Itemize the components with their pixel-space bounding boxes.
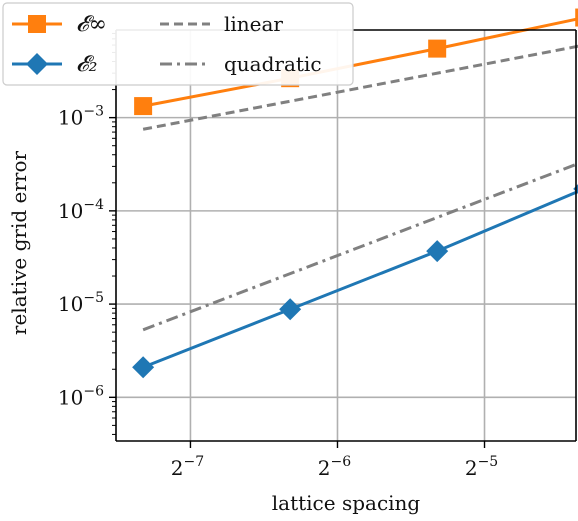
legend-label: linear (224, 12, 283, 36)
x-tick-label: 2−7 (171, 454, 204, 480)
y-axis-label: relative grid error (7, 151, 31, 336)
data-point (134, 97, 153, 116)
y-tick-label: 10−3 (58, 104, 104, 130)
data-point (428, 39, 447, 58)
legend-marker (28, 15, 46, 33)
data-point (132, 356, 155, 379)
x-tick-label: 2−6 (318, 454, 351, 480)
x-tick-label: 2−5 (465, 454, 498, 480)
y-tick-label: 10−4 (58, 197, 104, 223)
series-line (142, 189, 578, 369)
legend-box (2, 2, 354, 86)
y-tick-label: 10−5 (58, 290, 104, 316)
series-line (142, 162, 578, 332)
series-𝓔₂ (132, 184, 578, 379)
tick-labels: 2−7 2−6 2−5 10−6 10−5 10−4 10−3 (58, 104, 498, 480)
legend-label: 𝓔₂ (76, 52, 97, 77)
legend-label: 𝓔∞ (76, 12, 107, 37)
x-axis-label: lattice spacing (272, 491, 421, 515)
data-point (279, 298, 302, 321)
data-point (575, 8, 578, 27)
series-linear (142, 44, 578, 131)
series-line (142, 17, 578, 108)
y-tick-label: 10−6 (58, 383, 104, 409)
series-quadratic (142, 162, 578, 332)
legend-label: quadratic (224, 52, 322, 76)
legend: 𝓔∞ linear 𝓔₂ quadratic (2, 2, 354, 86)
grid-lines (116, 30, 576, 441)
data-point (426, 240, 449, 263)
legend-marker (26, 53, 48, 75)
series-line (142, 44, 578, 131)
